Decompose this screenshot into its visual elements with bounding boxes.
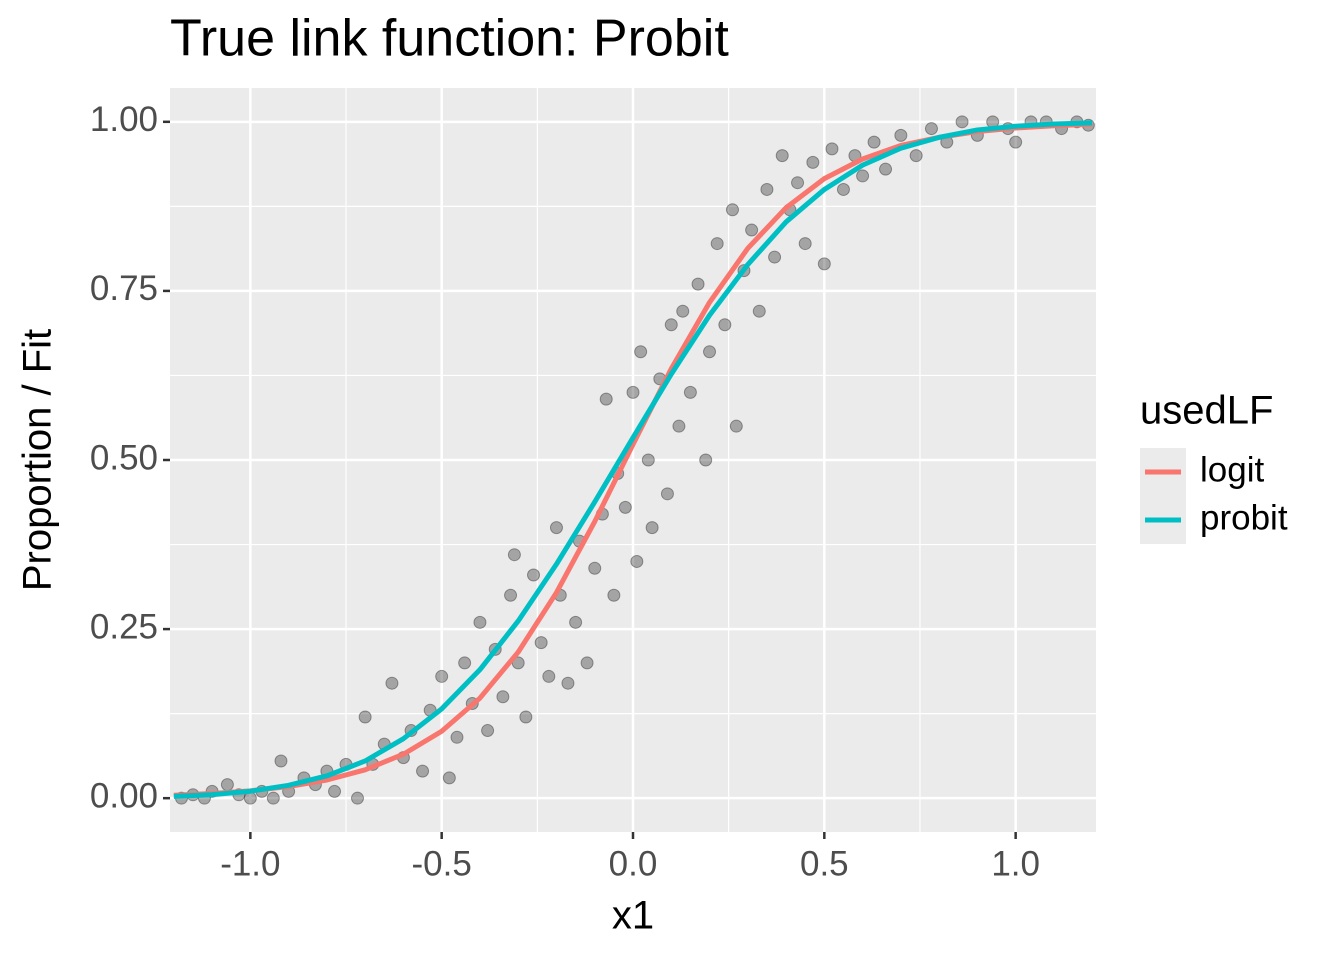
data-point [641,453,655,467]
data-point [718,318,732,332]
data-point [416,764,430,778]
data-point [542,669,556,683]
data-point [798,237,812,251]
y-tick-label: 0.75 [90,269,158,308]
data-point [775,149,789,163]
data-point [672,419,686,433]
x-axis-label: x1 [612,894,654,938]
data-point [328,784,342,798]
data-point [450,730,464,744]
y-tick-label: 0.50 [90,438,158,477]
data-point [266,791,280,805]
data-point [580,656,594,670]
data-point [549,521,563,535]
data-point [825,142,839,156]
data-point [274,754,288,768]
data-point [683,385,697,399]
data-point [220,778,234,792]
data-point [924,122,938,136]
x-tick-label: 1.0 [991,844,1040,883]
legend-label: logit [1200,450,1264,489]
data-point [385,676,399,690]
data-point [699,453,713,467]
data-point [507,548,521,562]
data-point [496,690,510,704]
y-tick-label: 0.00 [90,776,158,815]
fit-line [173,120,1093,799]
data-point [745,223,759,237]
data-point [660,487,674,501]
data-point [442,771,456,785]
data-point [894,128,908,142]
x-tick-label: 0.5 [800,844,849,883]
data-point [867,135,881,149]
legend-label: probit [1200,498,1288,537]
data-point [703,345,717,359]
data-point [955,115,969,129]
data-point [879,162,893,176]
data-point [534,636,548,650]
data-point [519,710,533,724]
data-point [691,277,705,291]
data-point [676,304,690,318]
data-point [710,237,724,251]
data-point [760,182,774,196]
data-point [856,169,870,183]
chart-title: True link function: Probit [170,10,729,68]
data-point [768,250,782,264]
data-point [350,791,364,805]
y-tick-label: 1.00 [90,100,158,139]
data-point [752,304,766,318]
data-point [836,182,850,196]
data-point [599,392,613,406]
data-point [806,155,820,169]
data-point [645,521,659,535]
data-point [607,588,621,602]
x-tick-label: -1.0 [220,844,280,883]
data-point [817,257,831,271]
x-tick-label: 0.0 [609,844,658,883]
data-point [561,676,575,690]
data-point [725,203,739,217]
y-axis-label: Proportion / Fit [16,329,60,591]
data-point [481,724,495,738]
data-point [618,500,632,514]
plot-area [173,115,1095,805]
data-point [527,568,541,582]
data-point [588,561,602,575]
data-point [909,149,923,163]
data-point [473,615,487,629]
data-point [729,419,743,433]
x-tick-label: -0.5 [412,844,472,883]
data-point [664,318,678,332]
data-point [435,669,449,683]
data-point [634,345,648,359]
legend-title: usedLF [1140,389,1273,433]
data-point [504,588,518,602]
data-point [626,385,640,399]
data-point [630,554,644,568]
data-point [791,176,805,190]
data-point [458,656,472,670]
data-point [1009,135,1023,149]
y-tick-label: 0.25 [90,607,158,646]
data-point [569,615,583,629]
data-point [358,710,372,724]
